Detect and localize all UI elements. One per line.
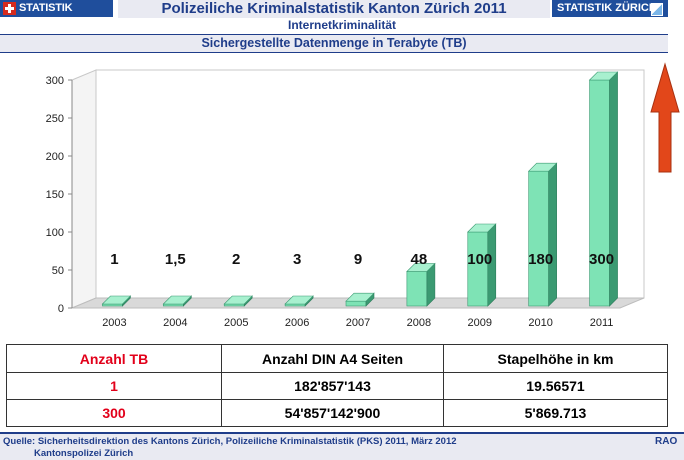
x-tick-label: 2010 (528, 317, 552, 329)
chart-side-wall (71, 69, 97, 309)
data-label: 3 (293, 251, 301, 268)
bar-top (527, 162, 558, 172)
chart-title: Sichergestellte Datenmenge in Terabyte (… (201, 36, 467, 50)
bar-side (548, 162, 557, 307)
x-tick-label: 2009 (468, 317, 492, 329)
chart-title-bar: Sichergestellte Datenmenge in Terabyte (… (0, 34, 668, 53)
bar-side (609, 71, 618, 307)
header: STATISTIK SCHWEIZ Polizeiliche Kriminals… (0, 0, 684, 34)
table-cell: 1 (6, 372, 222, 400)
footer-divider (0, 432, 684, 434)
zurich-flag-icon (651, 3, 663, 16)
bar-top (406, 263, 436, 272)
bar-top (162, 295, 193, 305)
data-label: 100 (467, 251, 492, 268)
data-label: 9 (354, 251, 362, 268)
table-cell: 19.56571 (443, 372, 668, 400)
x-tick-label: 2004 (163, 317, 187, 329)
page-title: Polizeiliche Kriminalstatistik Kanton Zü… (118, 0, 550, 18)
table-row: 1 182'857'143 19.56571 (6, 372, 668, 400)
table-cell: 5'869.713 (443, 399, 668, 427)
source-line: Quelle: Sicherheitsdirektion des Kantons… (3, 436, 457, 447)
x-tick-label: 2011 (590, 317, 614, 329)
table-header-cell: Stapelhöhe in km (443, 344, 668, 373)
up-arrow-icon (650, 62, 680, 173)
x-tick-label: 2008 (407, 317, 431, 329)
statistik-schweiz-logo: STATISTIK SCHWEIZ (0, 0, 113, 31)
conversion-table: Anzahl TB Anzahl DIN A4 Seiten Stapelhöh… (6, 344, 668, 427)
swiss-cross-icon (3, 2, 16, 15)
x-tick-label: 2007 (346, 317, 370, 329)
bar-top (588, 71, 619, 81)
y-tick-label: 100 (46, 227, 64, 239)
data-label: 48 (411, 251, 428, 268)
table-cell: 182'857'143 (221, 372, 444, 400)
footer-code: RAO (655, 436, 678, 447)
data-label: 1 (110, 251, 118, 268)
table-header-cell: Anzahl DIN A4 Seiten (221, 344, 444, 373)
y-tick-label: 250 (46, 113, 64, 125)
section-subtitle: Internetkriminalität (287, 18, 397, 32)
footer (0, 434, 684, 460)
bar (406, 271, 428, 307)
data-label: 300 (589, 251, 614, 268)
bar-top (467, 223, 497, 233)
bar (589, 79, 610, 307)
bar-top (345, 292, 375, 302)
y-tick-label: 50 (52, 265, 64, 277)
data-label: 1,5 (165, 251, 186, 268)
table-row: 300 54'857'142'900 5'869.713 (6, 399, 668, 427)
bar-top (284, 295, 314, 305)
bar (467, 231, 489, 307)
y-tick-label: 150 (46, 189, 64, 201)
y-tick-label: 0 (58, 303, 64, 315)
source-line-2: Kantonspolizei Zürich (34, 448, 134, 459)
statistik-zurich-logo: STATISTIK ZÜRICH (552, 0, 668, 17)
y-tick-label: 200 (46, 151, 64, 163)
bar (345, 300, 367, 307)
data-label: 180 (528, 251, 553, 268)
table-cell: 300 (6, 399, 222, 427)
bar (528, 170, 549, 307)
table-header-cell: Anzahl TB (6, 344, 222, 373)
bar-top (101, 295, 132, 305)
bar-chart: 0 50 100 150 200 250 300 2003 1 2004 1,5 2005 2 2006 3… (46, 69, 645, 329)
right-logo-text: STATISTIK ZÜRICH (557, 2, 657, 14)
data-label: 2 (232, 251, 240, 268)
y-tick-label: 300 (46, 75, 64, 87)
bar-top (223, 295, 253, 305)
x-tick-label: 2005 (224, 317, 248, 329)
table-header-row: Anzahl TB Anzahl DIN A4 Seiten Stapelhöh… (6, 344, 668, 373)
table-cell: 54'857'142'900 (221, 399, 444, 427)
x-tick-label: 2006 (285, 317, 309, 329)
x-tick-label: 2003 (102, 317, 126, 329)
left-logo-text: STATISTIK SCHWEIZ (19, 2, 73, 31)
